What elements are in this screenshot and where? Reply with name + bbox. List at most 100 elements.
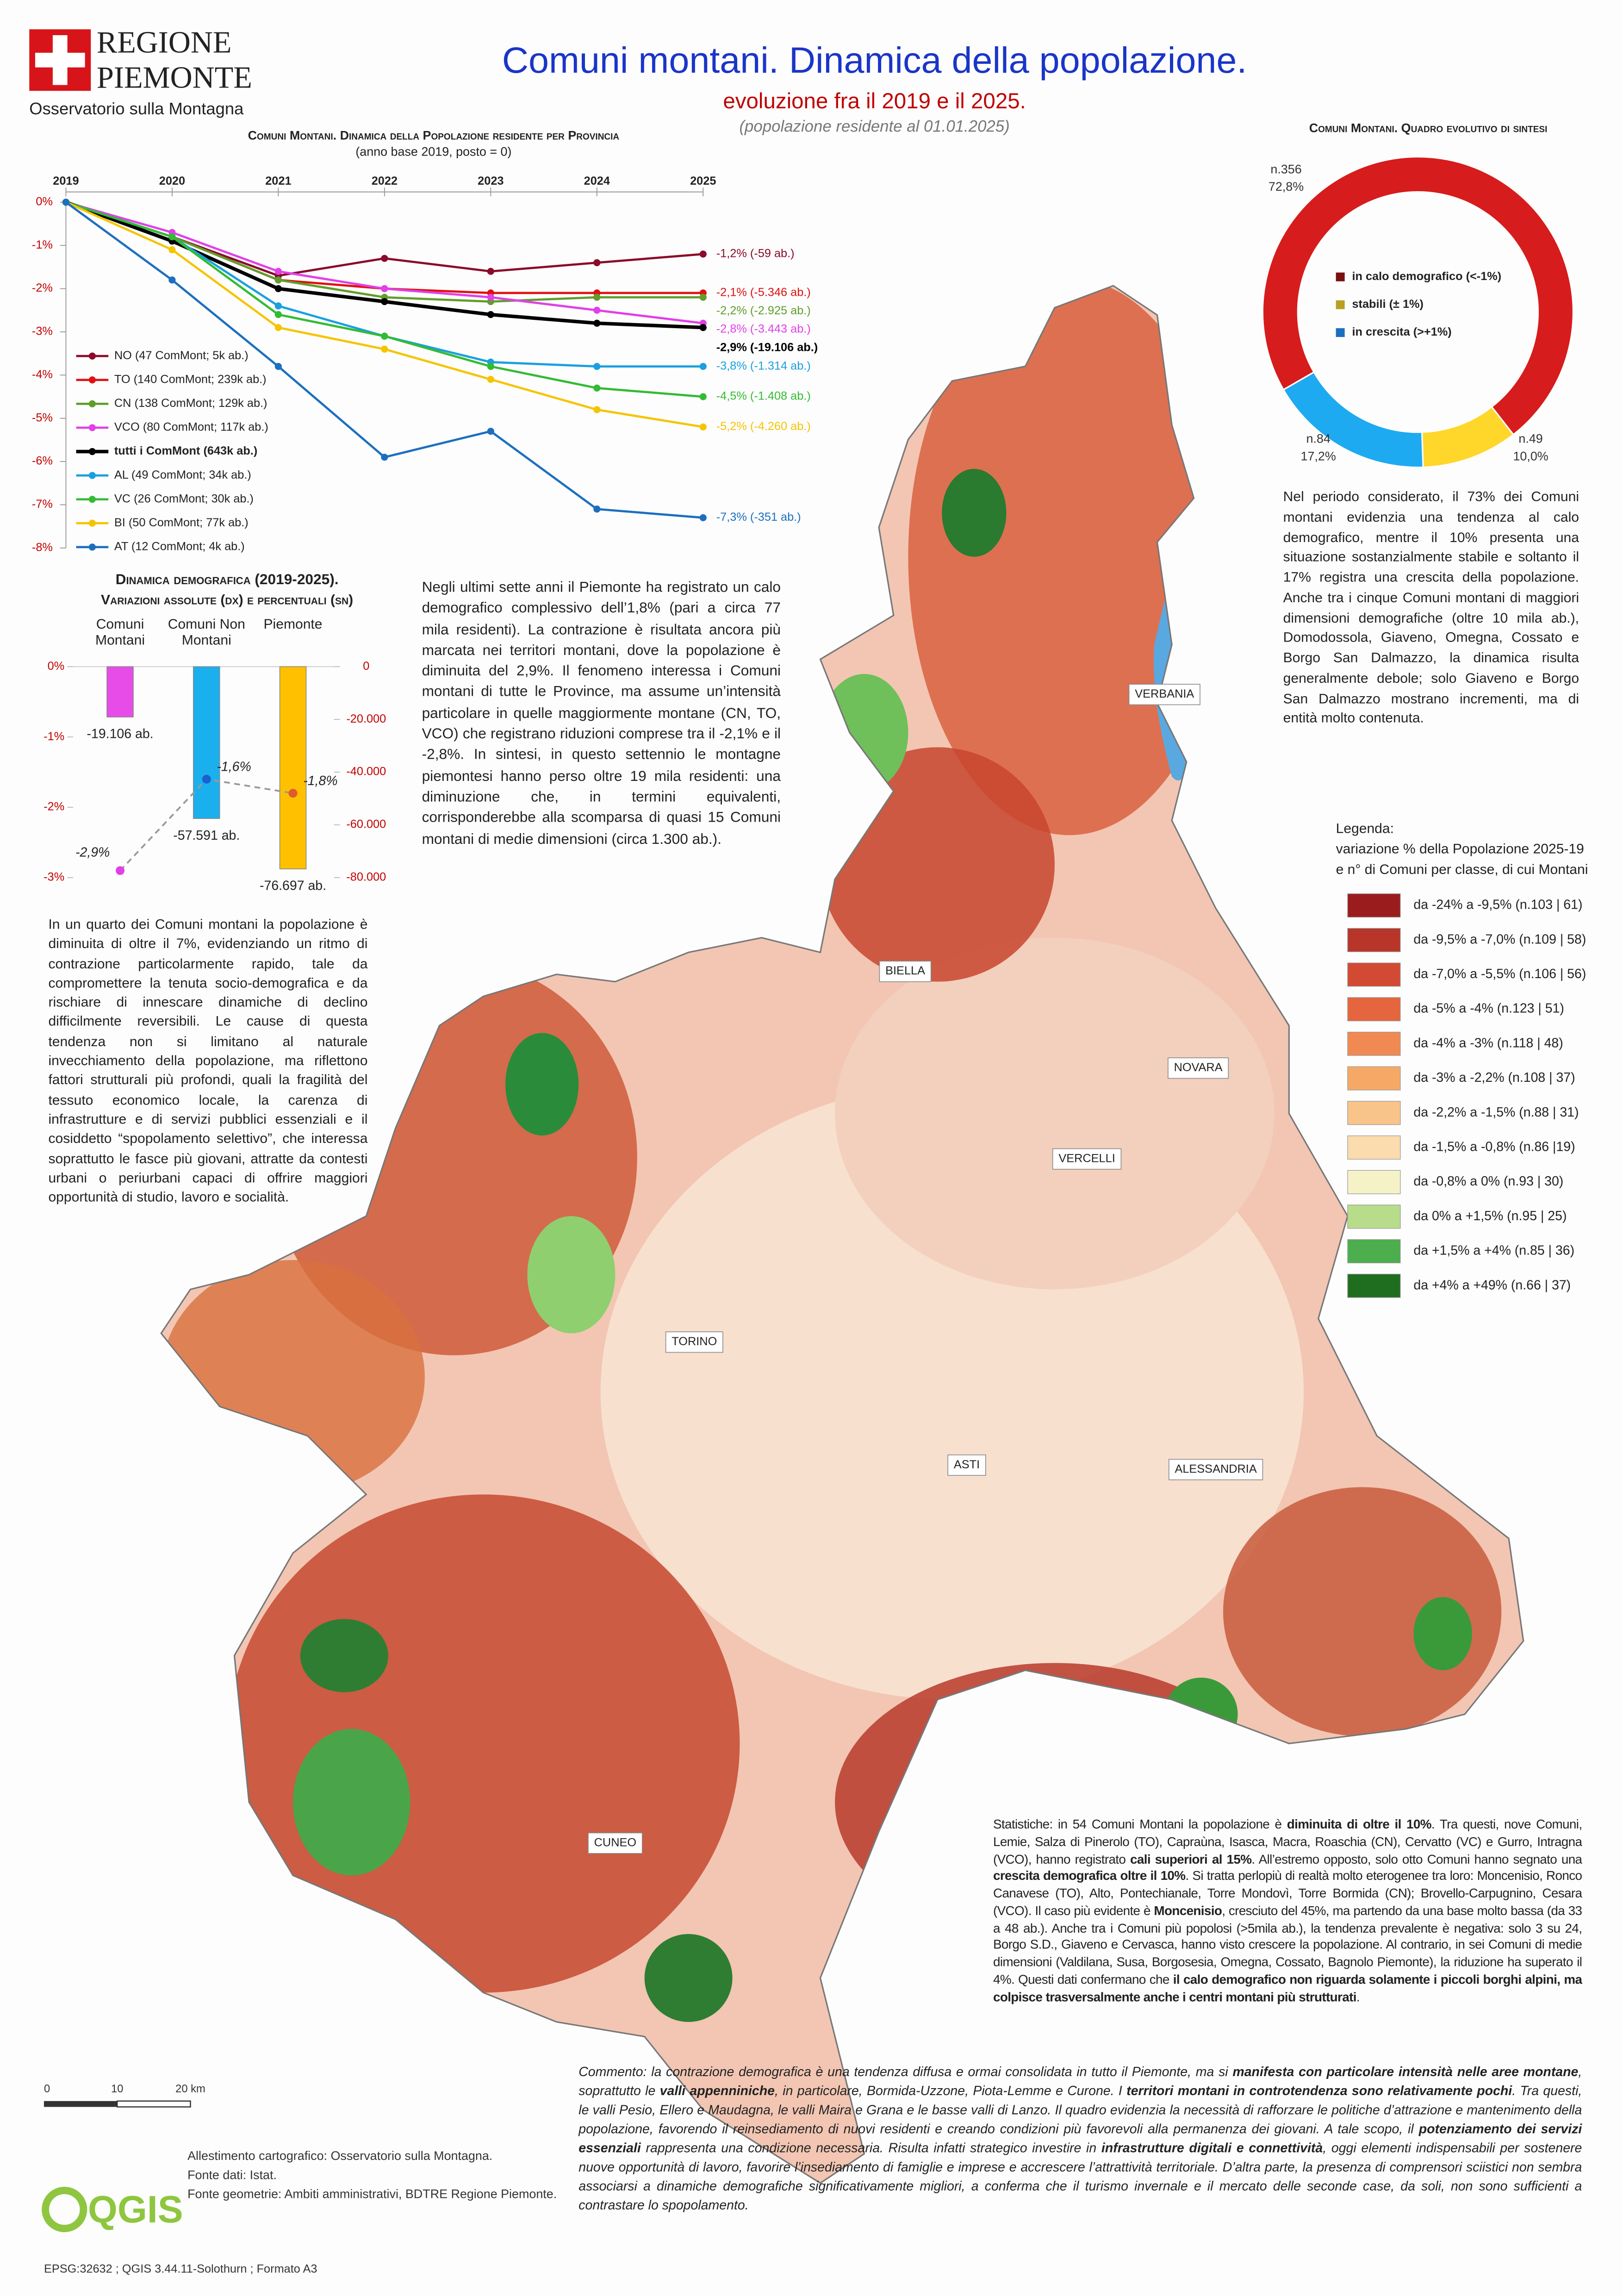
series-point [62, 199, 70, 206]
series-point [274, 285, 282, 293]
series-point [699, 363, 707, 370]
y-tick-label: -3% [32, 325, 53, 338]
series-point [381, 298, 388, 306]
y-tick-label: -6% [32, 455, 53, 468]
end-label: -1,2% (-59 ab.) [716, 247, 795, 260]
end-label: -4,5% (-1.408 ab.) [716, 390, 811, 403]
legend-swatch [1347, 1273, 1401, 1298]
end-label: -5,2% (-4.260 ab.) [716, 420, 811, 433]
text-run: . Si tratta perlopiù di realtà molto ete… [993, 1868, 1582, 1918]
legend-label: CN (138 ComMont; 129k ab.) [114, 397, 267, 410]
y2-tick-label: -80.000 [346, 871, 386, 884]
text-run: rappresenta una condizione necessaria. R… [640, 2140, 1101, 2156]
text-run: , in particolare, Bormida-Uzzone, Piota-… [775, 2084, 1127, 2098]
x-tick-label: 2023 [478, 175, 504, 187]
series-point [699, 250, 707, 258]
text-run: crescita demografica oltre il 10% [993, 1868, 1186, 1884]
legend-label: da -24% a -9,5% (n.103 | 61) [1413, 898, 1582, 912]
legend-swatch [1347, 1239, 1401, 1264]
legend-swatch [1347, 1066, 1401, 1091]
legend-swatch [88, 543, 96, 551]
chart-subtitle: (anno base 2019, posto = 0) [355, 144, 511, 158]
legend-label: da -1,5% a -0,8% (n.86 |19) [1413, 1139, 1575, 1154]
legend-label: NO (47 ComMont; 5k ab.) [114, 349, 249, 362]
legend-label: da +4% a +49% (n.66 | 37) [1413, 1278, 1571, 1292]
legend-label: stabili (± 1%) [1352, 298, 1424, 311]
map-area [227, 1494, 740, 1993]
legend-swatch [88, 400, 96, 407]
text-run: infrastrutture digitali e connettività [1101, 2140, 1323, 2156]
series-point [487, 293, 494, 301]
series-point [593, 319, 601, 327]
legend-swatch [1347, 962, 1401, 987]
legend-label: da -0,8% a 0% (n.93 | 30) [1413, 1174, 1563, 1189]
legend-swatch [1336, 300, 1345, 309]
text-run: il calo demografico non riguarda solamen… [993, 1972, 1582, 2004]
map-area [1413, 1597, 1472, 1671]
legend-label: tutti i ComMont (643k ab.) [114, 444, 257, 457]
x-tick-label: 2025 [690, 175, 716, 187]
series-point [593, 384, 601, 392]
text-run: Moncenisio [1154, 1903, 1222, 1918]
series-point [381, 345, 388, 353]
map-area [1223, 1487, 1502, 1736]
scale-segment [116, 2100, 191, 2108]
city-label-box [1169, 1459, 1263, 1480]
legend-label: in calo demografico (<-1%) [1352, 270, 1501, 283]
x-tick-label: Comuni Non Montani [168, 617, 245, 649]
city-label: VERCELLI [1058, 1152, 1115, 1165]
text-run: , cresciuto del 45%, ma partendo da una … [993, 1903, 1582, 1987]
logo-subtitle: Osservatorio sulla Montagna [29, 99, 244, 118]
left-paragraph: In un quarto dei Comuni montani la popol… [48, 917, 368, 1206]
series-point [487, 428, 494, 435]
text-run: , oggi elementi indispensabili per soste… [578, 2140, 1582, 2213]
end-label: -2,9% (-19.106 ab.) [716, 341, 818, 354]
series-line [65, 201, 703, 368]
legend-swatch [1336, 328, 1345, 337]
series-point [274, 276, 282, 284]
bar-value-label: -57.591 ab. [173, 828, 240, 843]
credit: Allestimento cartografico: Osservatorio … [187, 2149, 492, 2163]
legend-label: in crescita (>+1%) [1352, 325, 1451, 338]
text-run: territori montani in controtendenza sono… [1126, 2084, 1512, 2098]
series-point [593, 505, 601, 513]
city-label-box [665, 1331, 723, 1353]
percent-label: 72,8% [1269, 180, 1304, 193]
text-run: . Tra questi, le valli Pesio, Ellero e M… [578, 2084, 1582, 2137]
qgis-logo: QGIS [88, 2189, 183, 2231]
y2-tick-label: -40.000 [346, 765, 386, 778]
end-label: -2,1% (-5.346 ab.) [716, 286, 811, 299]
text-run: diminuita di oltre il 10% [1287, 1816, 1432, 1832]
scale-label: 0 [44, 2083, 50, 2095]
x-tick-label: 2020 [159, 175, 185, 187]
series-point [381, 332, 388, 340]
legend-label: da +1,5% a +4% (n.85 | 36) [1413, 1243, 1574, 1258]
credit: Fonte geometrie: Ambiti amministrativi, … [187, 2187, 557, 2201]
text-run: Statistiche: in 54 Comuni Montani la pop… [993, 1816, 1287, 1832]
text-run: , soprattutto le [578, 2064, 1582, 2098]
scale-label: 20 km [175, 2083, 205, 2095]
city-label-box [1052, 1148, 1122, 1170]
qgis-logo-mark [42, 2187, 87, 2233]
map-area [505, 1033, 579, 1136]
legend-swatch [1347, 1101, 1401, 1125]
end-label: -3,8% (-1.314 ab.) [716, 359, 811, 372]
x-tick-label: Comuni Montani [95, 617, 145, 649]
region-outline [160, 285, 1524, 2184]
map-area [942, 468, 1007, 557]
map-plain [835, 937, 1275, 1290]
bar [279, 666, 307, 869]
y-tick-label: 0% [36, 195, 53, 208]
series-line [65, 201, 703, 294]
x-tick-label: 2021 [265, 175, 291, 187]
series-point [593, 363, 601, 370]
legend-swatch [1347, 893, 1401, 918]
legend-swatch [1347, 1031, 1401, 1056]
donut-segment [1282, 371, 1424, 468]
intro-paragraph: Negli ultimi sette anni il Piemonte ha r… [422, 580, 781, 848]
scale-bar [44, 2100, 191, 2108]
end-label: -7,3% (-351 ab.) [716, 511, 801, 524]
city-label: TORINO [672, 1335, 717, 1348]
legend-label: da -5% a -4% (n.123 | 51) [1413, 1001, 1564, 1016]
